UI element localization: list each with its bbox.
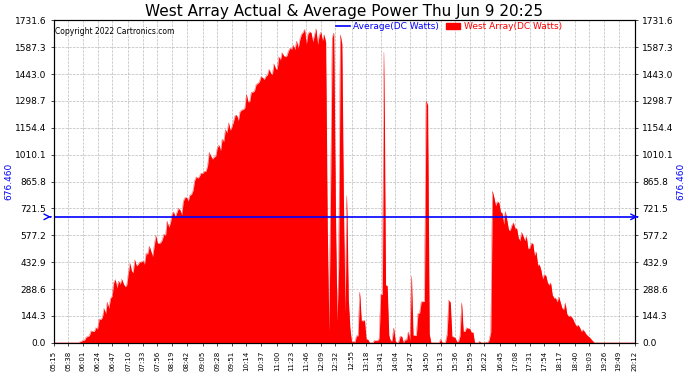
Legend: Average(DC Watts), West Array(DC Watts): Average(DC Watts), West Array(DC Watts): [333, 18, 565, 34]
Title: West Array Actual & Average Power Thu Jun 9 20:25: West Array Actual & Average Power Thu Ju…: [146, 4, 543, 19]
Y-axis label: 676.460: 676.460: [4, 163, 13, 200]
Text: Copyright 2022 Cartronics.com: Copyright 2022 Cartronics.com: [55, 27, 175, 36]
Y-axis label: 676.460: 676.460: [677, 163, 686, 200]
